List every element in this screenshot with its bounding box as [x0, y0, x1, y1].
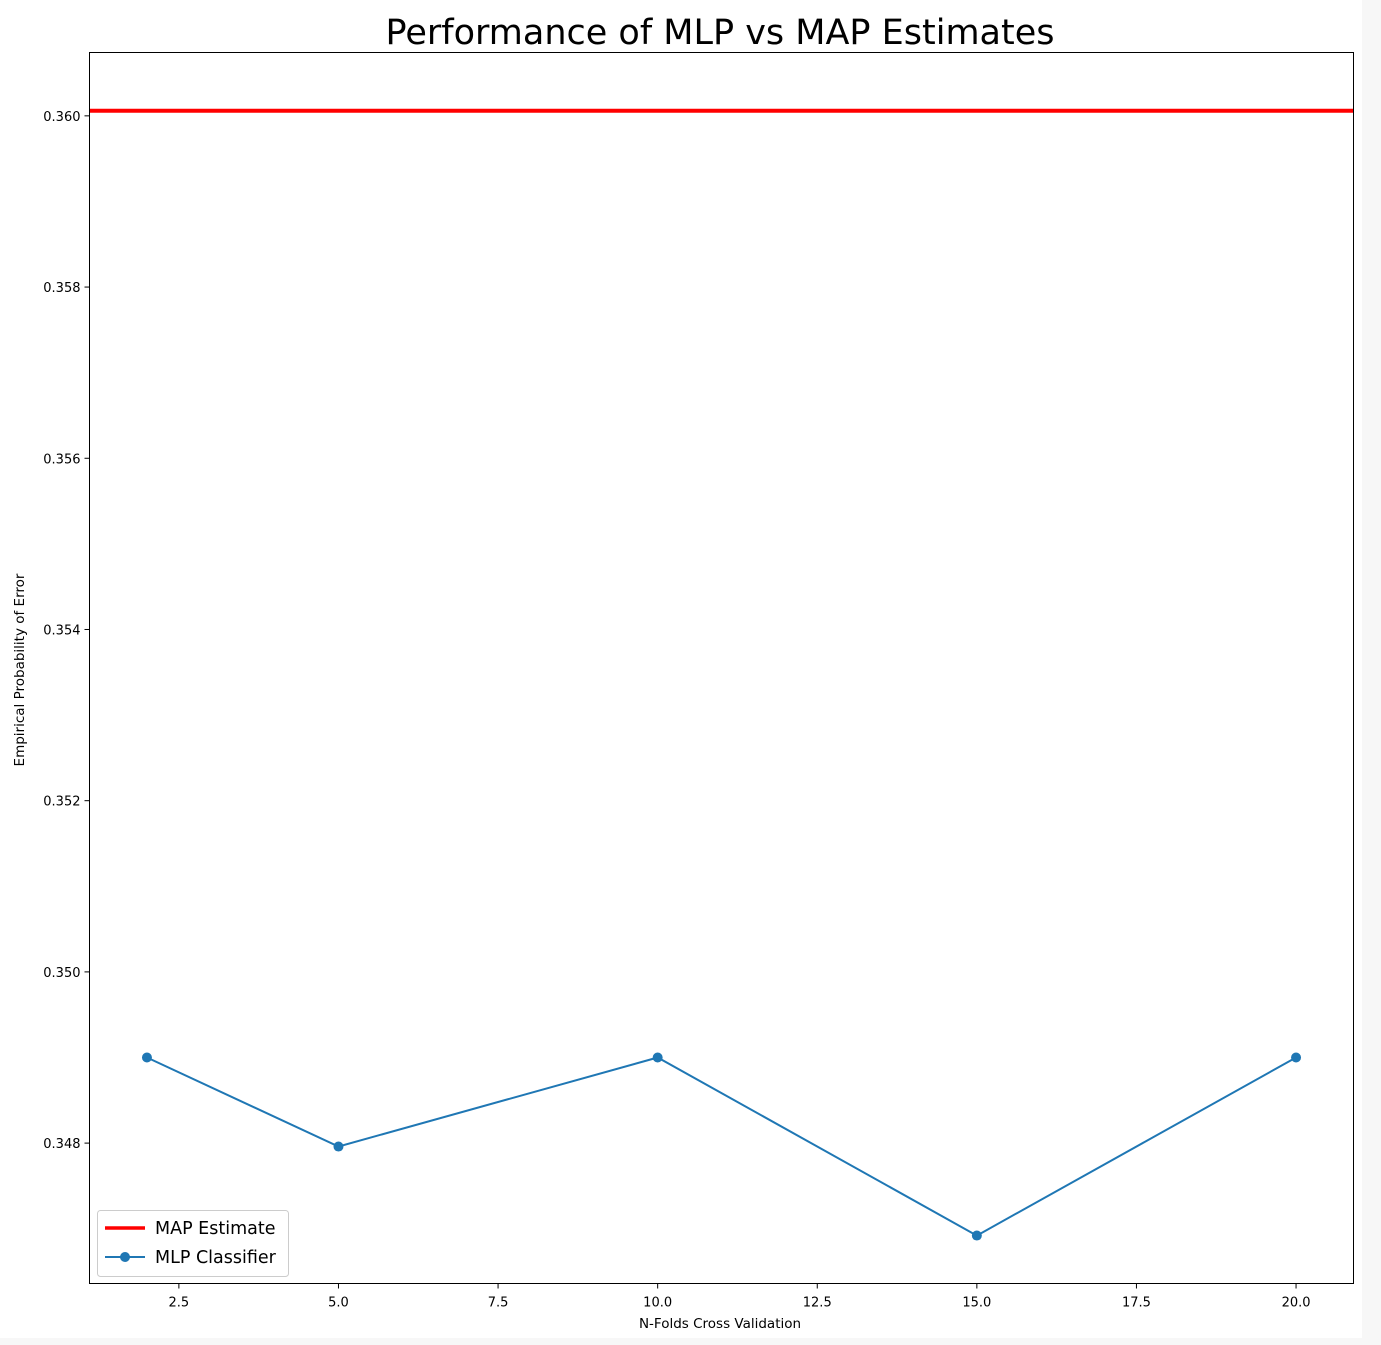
- x-tick-label: 15.0: [962, 1296, 991, 1311]
- legend: MAP Estimate MLP Classifier: [97, 1210, 289, 1277]
- figure-edge-right: [1362, 0, 1381, 1345]
- x-tick-label: 20.0: [1282, 1296, 1311, 1311]
- x-tick-label: 10.0: [643, 1296, 672, 1311]
- legend-label-mlp-classifier: MLP Classifier: [155, 1248, 277, 1268]
- x-tick-label: 7.5: [488, 1296, 509, 1311]
- mlp-classifier-point: [333, 1141, 344, 1152]
- x-tick-label: 5.0: [328, 1296, 349, 1311]
- x-tick-label: 2.5: [169, 1296, 190, 1311]
- mlp-classifier-point: [971, 1230, 982, 1241]
- legend-box: [97, 1210, 289, 1277]
- x-tick-label: 17.5: [1122, 1296, 1151, 1311]
- x-axis-label: N-Folds Cross Validation: [639, 1316, 801, 1332]
- legend-label-map-estimate: MAP Estimate: [155, 1219, 275, 1239]
- series-layer: [89, 108, 1354, 1241]
- y-tick-label: 0.360: [43, 110, 80, 125]
- y-tick-label: 0.352: [43, 795, 80, 810]
- y-axis-label: Empirical Probability of Error: [12, 573, 28, 766]
- x-tick-label: 12.5: [803, 1296, 832, 1311]
- plot-area-frame: [89, 52, 1354, 1284]
- y-tick-label: 0.354: [43, 623, 80, 638]
- mlp-classifier-line: [146, 1056, 1297, 1237]
- y-tick-label: 0.358: [43, 281, 80, 296]
- y-axis: 0.348 0.350 0.352 0.354 0.356 0.358 0.360: [43, 110, 90, 1152]
- mlp-classifier-point: [1291, 1052, 1302, 1063]
- y-tick-label: 0.348: [43, 1137, 80, 1152]
- y-tick-label: 0.350: [43, 966, 80, 981]
- figure-edge-bottom: [0, 1338, 1381, 1345]
- x-axis: 2.5 5.0 7.5 10.0 12.5 15.0 17.5 20.0: [169, 1283, 1311, 1311]
- mlp-classifier-point: [652, 1052, 663, 1063]
- legend-marker-mlp-classifier: [120, 1252, 130, 1262]
- y-tick-label: 0.356: [43, 452, 80, 467]
- chart-title: Performance of MLP vs MAP Estimates: [386, 13, 1055, 53]
- mlp-classifier-point: [141, 1052, 152, 1063]
